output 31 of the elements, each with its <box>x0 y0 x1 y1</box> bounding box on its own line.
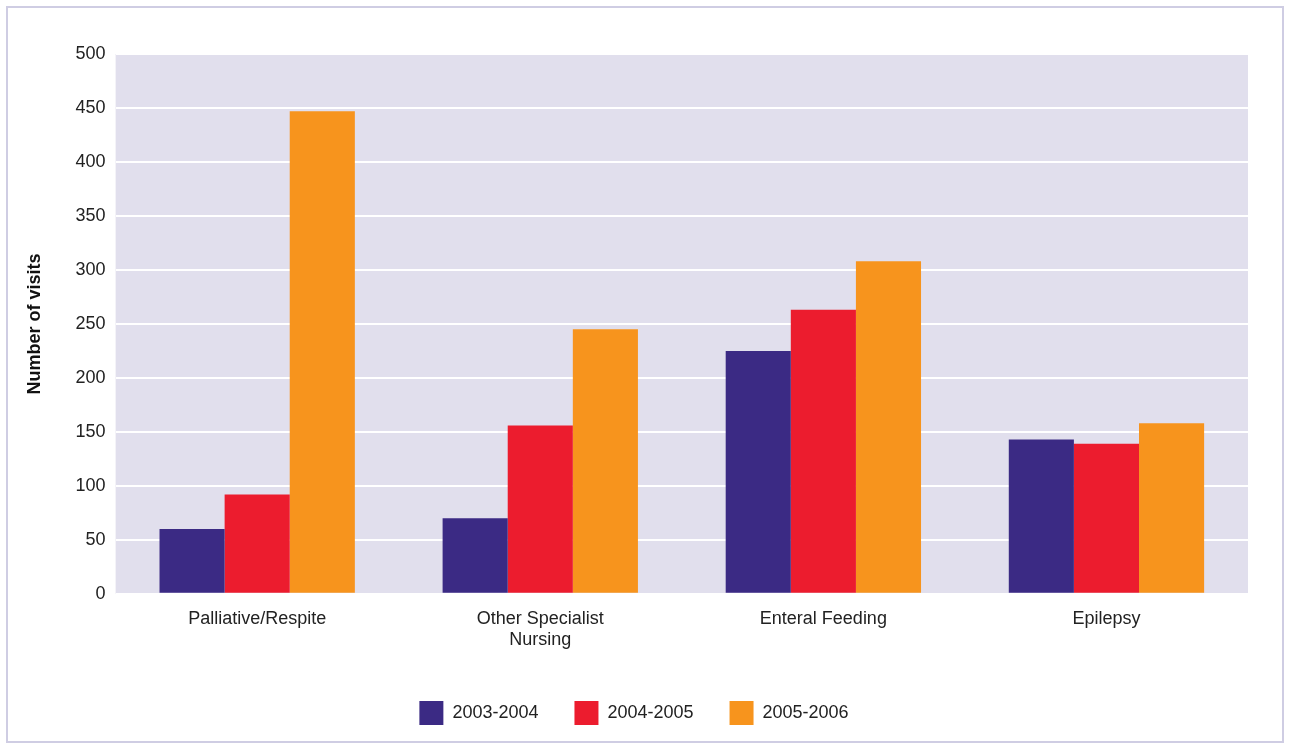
bar <box>1008 439 1074 593</box>
y-tick-label: 50 <box>85 528 106 549</box>
x-tick-label: Epilepsy <box>1072 607 1141 628</box>
bar <box>442 518 508 593</box>
y-tick-label: 150 <box>75 420 106 441</box>
y-tick-label: 400 <box>75 150 106 171</box>
y-tick-label: 300 <box>75 258 106 279</box>
legend-label: 2005-2006 <box>762 701 849 722</box>
bar <box>159 529 225 593</box>
y-tick-label: 200 <box>75 366 106 387</box>
legend-label: 2004-2005 <box>607 701 694 722</box>
bar <box>507 425 573 593</box>
bar <box>572 329 638 593</box>
y-axis-title: Number of visits <box>23 253 44 395</box>
y-tick-label: 100 <box>75 474 106 495</box>
y-tick-label: 0 <box>95 582 106 603</box>
legend-label: 2003-2004 <box>452 701 539 722</box>
bar <box>1139 423 1205 593</box>
bar <box>725 350 791 593</box>
x-tick-label: Enteral Feeding <box>759 607 887 628</box>
bar <box>289 111 355 593</box>
bar <box>224 494 290 593</box>
y-tick-label: 350 <box>75 204 106 225</box>
y-tick-label: 250 <box>75 312 106 333</box>
x-tick-label: Other Specialist Nursing <box>476 607 604 650</box>
y-tick-label: 450 <box>75 96 106 117</box>
y-tick-label: 500 <box>75 42 106 63</box>
bar <box>790 309 856 593</box>
x-tick-label: Palliative/Respite <box>188 607 327 628</box>
bar <box>1073 443 1140 593</box>
bar <box>855 261 922 593</box>
